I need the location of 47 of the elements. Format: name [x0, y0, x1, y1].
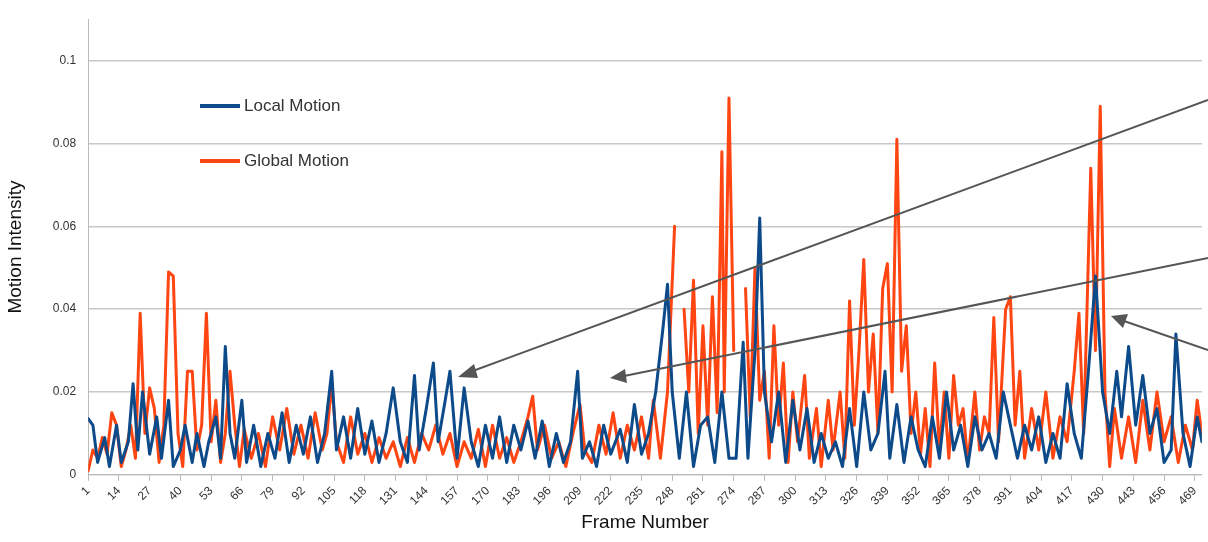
x-tick-label: 430	[1083, 483, 1108, 508]
x-tick-label: 196	[529, 483, 554, 508]
x-tick-label: 1	[77, 483, 93, 499]
x-tick-label: 404	[1021, 483, 1046, 508]
y-tick-label: 0.06	[52, 218, 77, 233]
x-tick-label: 131	[375, 483, 401, 508]
x-tick-label: 92	[288, 483, 309, 503]
x-tick-label: 274	[714, 483, 739, 508]
y-tick-label: 0	[69, 467, 77, 482]
x-tick-label: 365	[929, 483, 954, 508]
x-tick-label: 157	[437, 483, 462, 508]
y-axis-title: Motion Intensity	[3, 180, 25, 314]
y-tick-label: 0.04	[52, 301, 77, 316]
x-tick-label: 443	[1113, 483, 1139, 508]
x-tick-label: 378	[960, 483, 985, 508]
x-tick-label: 27	[134, 483, 155, 503]
y-tick-label: 0.1	[59, 52, 77, 67]
x-tick-label: 391	[990, 483, 1016, 508]
x-tick-label: 261	[683, 483, 708, 508]
x-tick-label: 209	[560, 483, 585, 508]
x-tick-label: 235	[621, 483, 647, 508]
legend-label: Local Motion	[244, 95, 341, 116]
x-tick-label: 287	[744, 483, 770, 508]
x-tick-label: 456	[1144, 483, 1169, 508]
x-tick-label: 144	[406, 483, 431, 508]
x-tick-label: 170	[468, 483, 493, 508]
legend-label: Global Motion	[244, 150, 349, 171]
x-tick-label: 105	[314, 483, 339, 508]
y-tick-label: 0.02	[52, 384, 77, 399]
x-axis-title: Frame Number	[581, 510, 710, 532]
x-tick-label: 469	[1175, 483, 1200, 508]
x-tick-label: 40	[165, 483, 186, 503]
x-tick-label: 118	[345, 483, 370, 507]
x-tick-label: 326	[837, 483, 862, 508]
x-tick-label: 14	[104, 483, 124, 503]
x-tick-label: 222	[591, 483, 616, 508]
x-tick-label: 53	[196, 483, 216, 503]
y-tick-label: 0.08	[52, 135, 77, 150]
x-tick-label: 66	[226, 483, 247, 503]
x-tick-label: 417	[1052, 483, 1077, 508]
x-tick-label: 313	[806, 483, 831, 508]
x-tick-label: 300	[775, 483, 800, 508]
x-tick-label: 339	[867, 483, 893, 508]
x-tick-label: 248	[652, 483, 677, 508]
x-tick-label: 352	[898, 483, 923, 508]
x-tick-label: 79	[257, 483, 278, 503]
x-tick-label: 183	[498, 483, 524, 508]
